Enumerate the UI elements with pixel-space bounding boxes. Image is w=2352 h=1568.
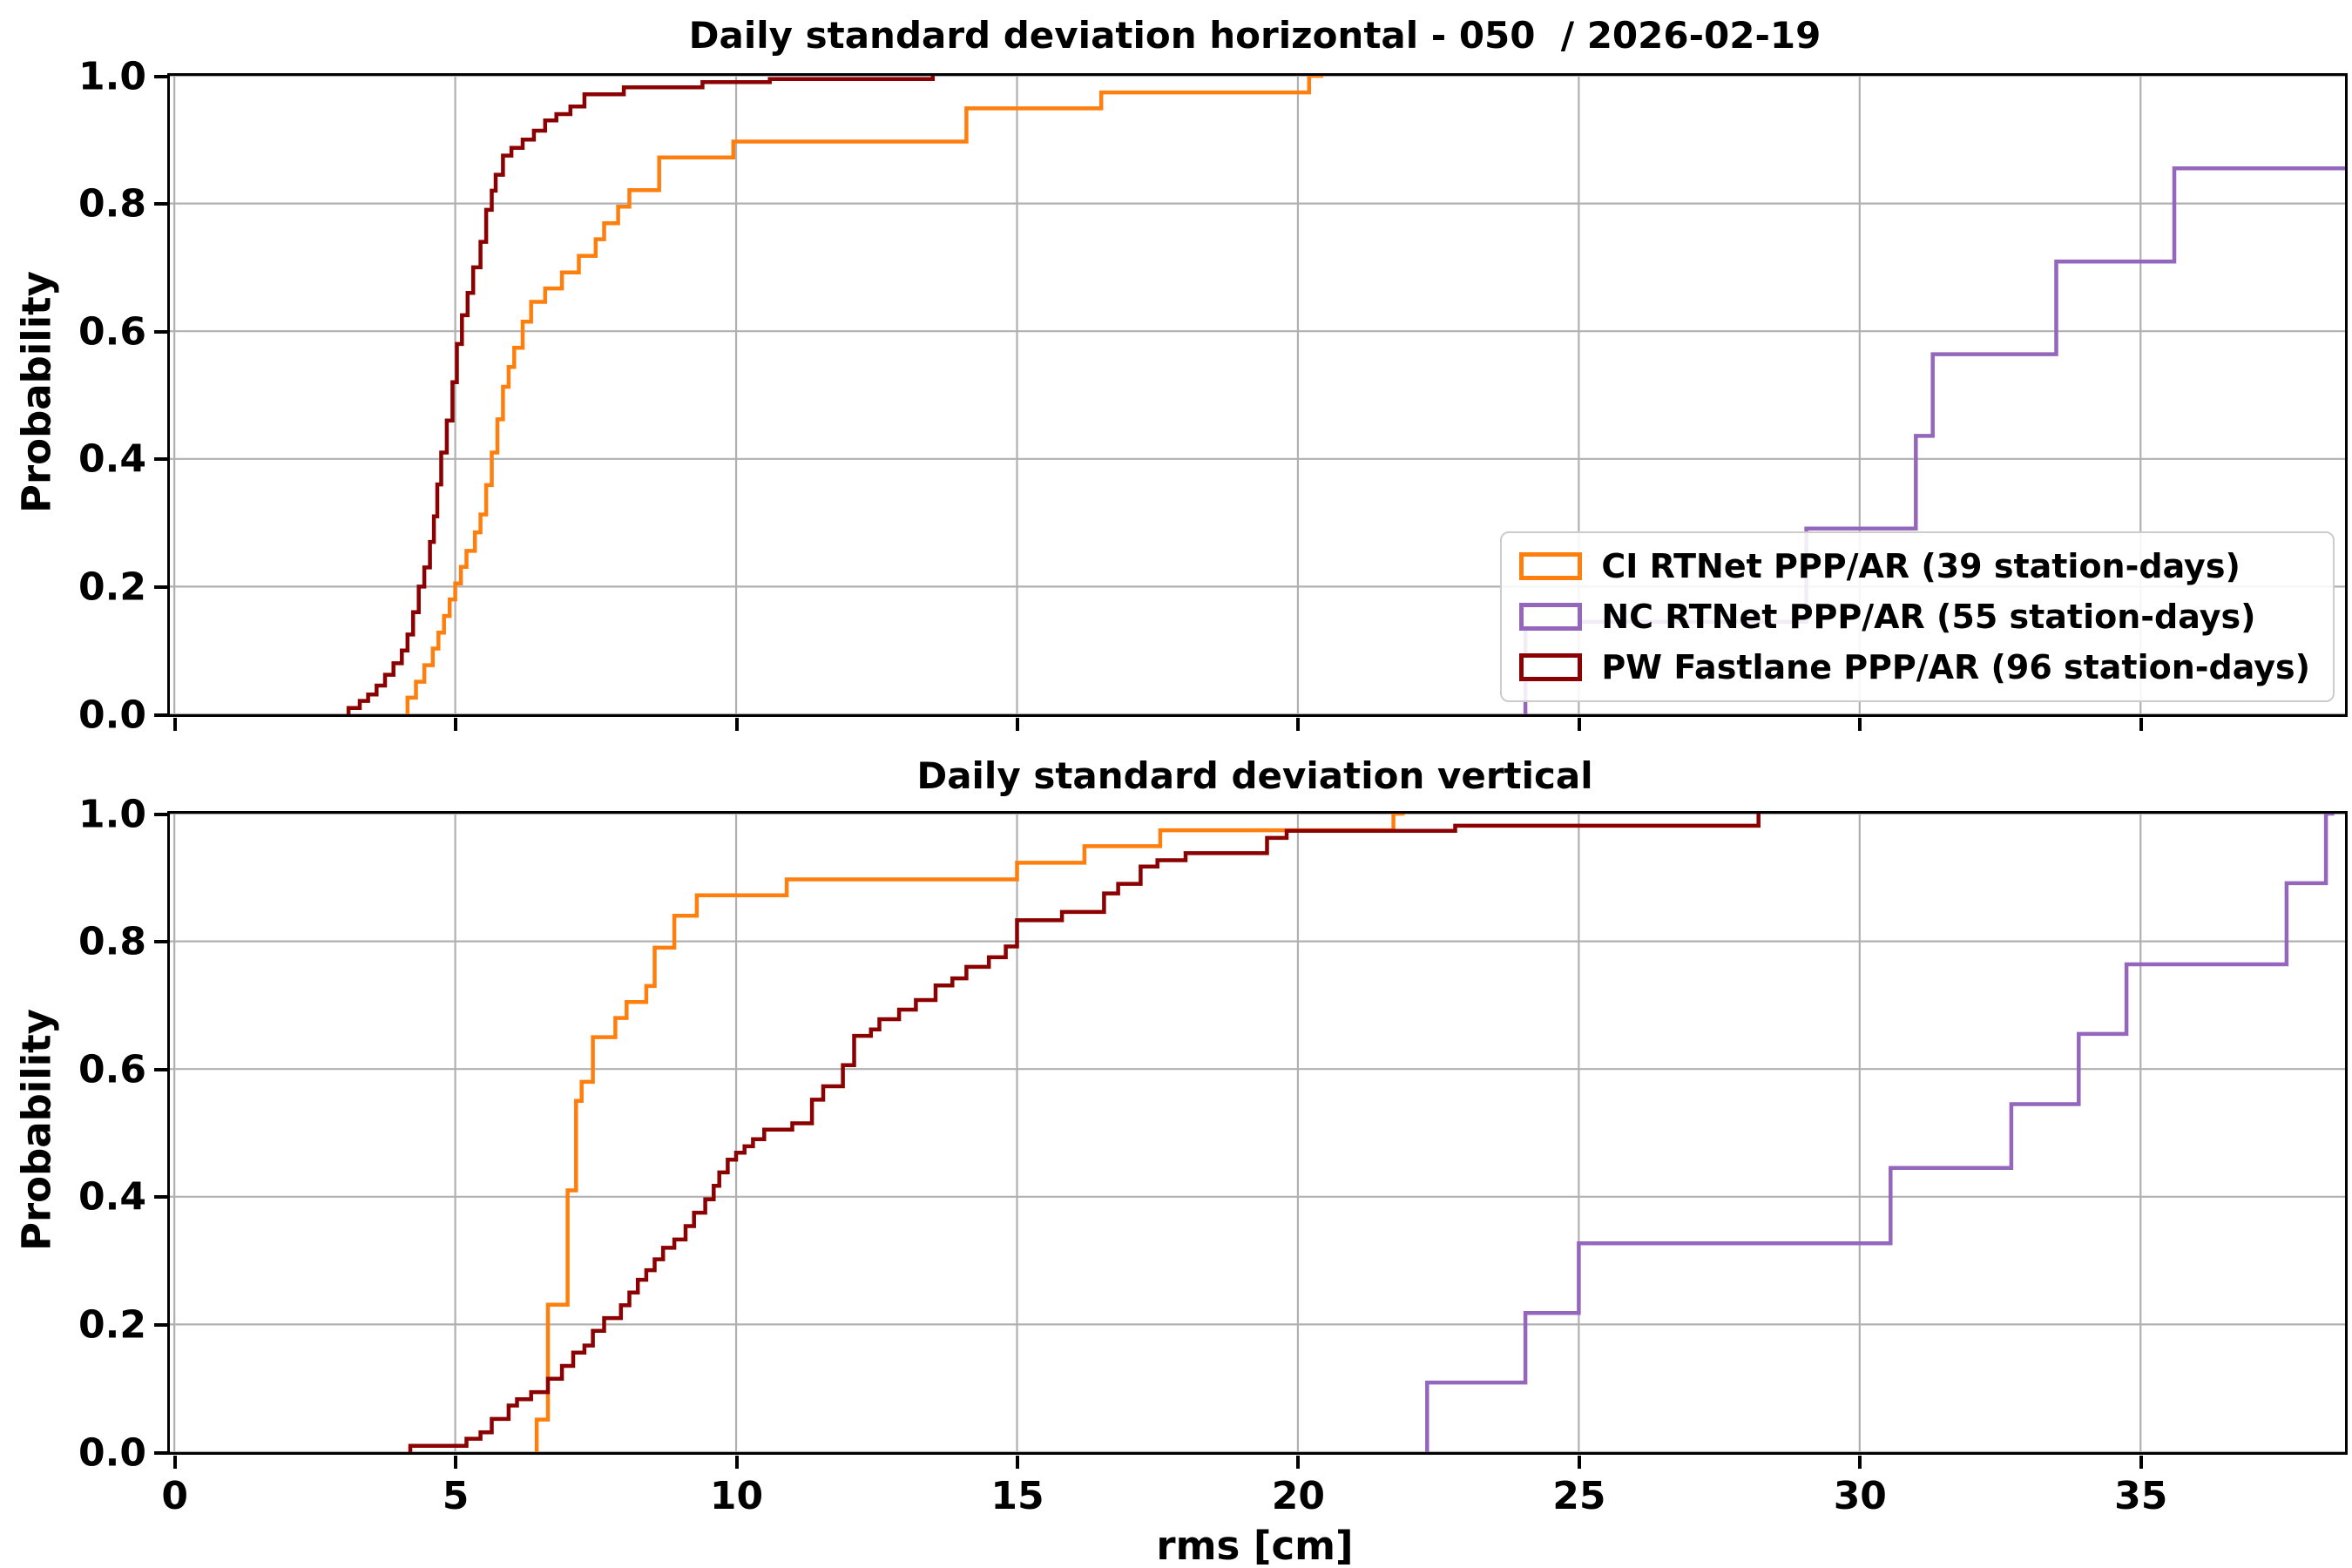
y-tick-mark (154, 329, 167, 334)
bottom-plot-ylabel: Probability (13, 1009, 60, 1251)
y-tick-mark (154, 74, 167, 78)
y-tick-label: 0.6 (78, 309, 146, 355)
y-tick-mark (154, 1450, 167, 1455)
x-tick-mark (172, 718, 177, 731)
series-ci-line (534, 814, 1405, 1452)
top-plot-title: Daily standard deviation horizontal - 05… (688, 14, 1821, 57)
bottom-plot-axes (167, 811, 2348, 1455)
x-tick-label: 35 (2114, 1474, 2168, 1518)
y-tick-mark (154, 713, 167, 717)
x-tick-mark (454, 1456, 458, 1469)
x-tick-mark (1858, 718, 1862, 731)
y-tick-label: 1.0 (78, 54, 146, 98)
x-tick-mark (1577, 718, 1581, 731)
y-tick-mark (154, 585, 167, 589)
y-tick-label: 0.4 (78, 436, 146, 482)
legend-item-pw: PW Fastlane PPP/AR (96 station-days) (1519, 648, 2310, 686)
legend: CI RTNet PPP/AR (39 station-days) NC RTN… (1500, 531, 2335, 702)
y-tick-mark (154, 457, 167, 462)
x-tick-label: 5 (442, 1474, 470, 1518)
y-tick-label: 0.8 (78, 919, 146, 964)
x-tick-mark (1858, 1456, 1862, 1469)
legend-label-pw: PW Fastlane PPP/AR (96 station-days) (1601, 648, 2310, 686)
x-tick-mark (1296, 718, 1301, 731)
x-tick-mark (1015, 718, 1019, 731)
y-tick-label: 0.8 (78, 181, 146, 226)
legend-label-ci: CI RTNet PPP/AR (39 station-days) (1601, 547, 2240, 585)
y-tick-label: 1.0 (78, 792, 146, 836)
x-tick-label: 0 (161, 1474, 188, 1518)
x-tick-mark (734, 718, 739, 731)
bottom-plot-title: Daily standard deviation vertical (916, 754, 1593, 797)
x-tick-mark (734, 1456, 739, 1469)
series-pw-line (346, 76, 936, 714)
x-tick-mark (1015, 1456, 1019, 1469)
y-tick-label: 0.6 (78, 1047, 146, 1092)
x-tick-label: 10 (709, 1474, 764, 1518)
y-tick-label: 0.4 (78, 1174, 146, 1220)
legend-label-nc: NC RTNet PPP/AR (55 station-days) (1601, 598, 2256, 636)
top-plot-ylabel: Probability (13, 271, 60, 513)
y-tick-mark (154, 812, 167, 816)
y-tick-mark (154, 1195, 167, 1200)
y-tick-label: 0.0 (78, 1430, 146, 1475)
y-tick-label: 0.0 (78, 693, 146, 737)
x-tick-label: 25 (1552, 1474, 1606, 1518)
series-ci-line (405, 76, 1323, 714)
y-tick-mark (154, 202, 167, 206)
y-tick-mark (154, 1322, 167, 1327)
legend-item-nc: NC RTNet PPP/AR (55 station-days) (1519, 598, 2310, 636)
bottom-plot-canvas (170, 814, 2345, 1452)
legend-swatch-nc-icon (1519, 603, 1583, 631)
x-tick-label: 30 (1833, 1474, 1887, 1518)
x-tick-mark (2139, 718, 2143, 731)
x-tick-label: 15 (990, 1474, 1044, 1518)
x-tick-label: 20 (1271, 1474, 1326, 1518)
x-axis-label: rms [cm] (1156, 1523, 1354, 1568)
x-tick-mark (454, 718, 458, 731)
y-tick-mark (154, 940, 167, 944)
x-tick-mark (2139, 1456, 2143, 1469)
y-tick-label: 0.2 (78, 1302, 146, 1348)
legend-swatch-pw-icon (1519, 653, 1583, 681)
y-tick-mark (154, 1067, 167, 1071)
legend-swatch-ci-icon (1519, 552, 1583, 580)
y-tick-label: 0.2 (78, 564, 146, 610)
legend-item-ci: CI RTNet PPP/AR (39 station-days) (1519, 547, 2310, 585)
series-pw-line (408, 814, 1761, 1452)
x-tick-mark (1296, 1456, 1301, 1469)
top-plot-axes: CI RTNet PPP/AR (39 station-days) NC RTN… (167, 73, 2348, 717)
series-nc-line (1425, 814, 2335, 1452)
x-tick-mark (172, 1456, 177, 1469)
x-tick-mark (1577, 1456, 1581, 1469)
